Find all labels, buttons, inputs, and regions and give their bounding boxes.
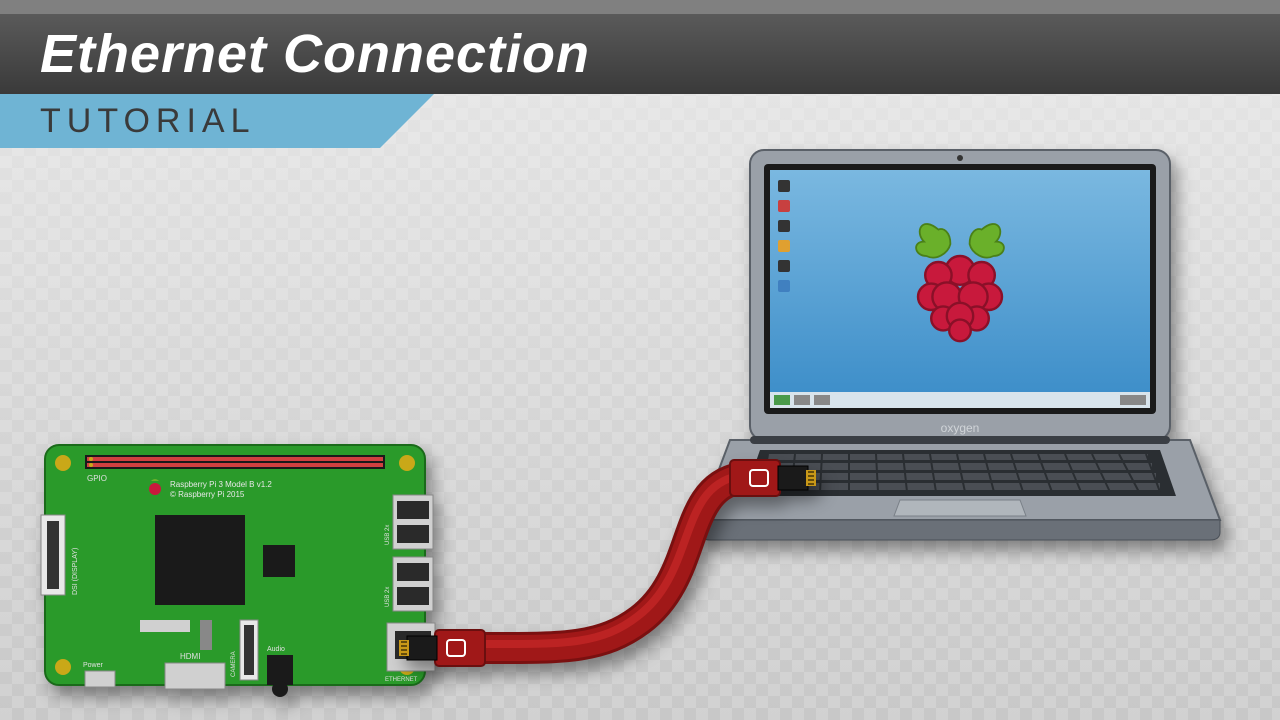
hdmi-label: HDMI — [180, 652, 200, 661]
top-border-stripe — [0, 0, 1280, 14]
page-subtitle: TUTORIAL — [40, 102, 256, 141]
pi-model-label: Raspberry Pi 3 Model B v1.2 — [170, 480, 272, 489]
usb1-label: USB 2x — [385, 525, 391, 545]
power-label: Power — [83, 662, 104, 669]
usb2-label: USB 2x — [385, 587, 391, 607]
laptop-brand: oxygen — [941, 421, 980, 435]
camera-label: CAMERA — [231, 651, 237, 677]
ethernet-cable — [399, 460, 816, 666]
pi-copyright-label: © Raspberry Pi 2015 — [170, 490, 245, 499]
subtitle-bar: TUTORIAL — [0, 94, 380, 148]
raspberry-pi-board: GPIO Raspberry Pi 3 Model B v1.2 © Raspb… — [41, 445, 435, 697]
title-bar: Ethernet Connection — [0, 14, 1280, 94]
gpio-label: GPIO — [87, 474, 107, 483]
audio-label: Audio — [267, 646, 285, 653]
ethernet-label: ETHERNET — [385, 677, 418, 683]
page-title: Ethernet Connection — [40, 23, 590, 85]
display-label: DSI (DISPLAY) — [72, 548, 79, 595]
